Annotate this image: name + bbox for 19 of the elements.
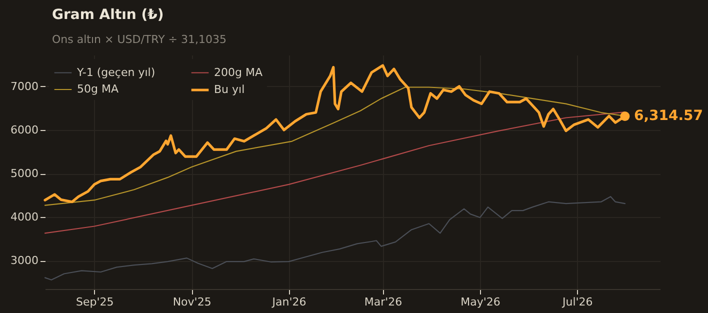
chart-title: Gram Altın (₺) xyxy=(52,7,164,23)
y-tick-label: 6000 xyxy=(10,123,38,136)
x-tick-label: Sep'25 xyxy=(76,296,114,308)
legend-label: Bu yıl xyxy=(214,83,245,96)
annotation: 6,314.57 xyxy=(634,108,704,124)
legend-label: Y-1 (geçen yıl) xyxy=(76,66,156,79)
y-tick-label: 5000 xyxy=(10,167,38,180)
x-tick-label: Jul'26 xyxy=(562,296,593,308)
x-tick-label: May'26 xyxy=(460,296,500,308)
chart-subtitle: Ons altın × USD/TRY ÷ 31,1035 xyxy=(52,33,227,46)
x-tick-label: Jan'26 xyxy=(271,296,306,308)
y-tick-label: 3000 xyxy=(10,254,38,268)
line-series xyxy=(44,196,626,280)
y-tick-label: 7000 xyxy=(10,80,38,93)
legend-label: 200g MA xyxy=(214,66,263,79)
legend-label: 50g MA xyxy=(77,82,119,96)
x-tick-label: Nov'25 xyxy=(172,296,212,308)
x-tick-label: Mar'26 xyxy=(364,296,402,308)
y-tick-label: 4000 xyxy=(10,210,38,224)
